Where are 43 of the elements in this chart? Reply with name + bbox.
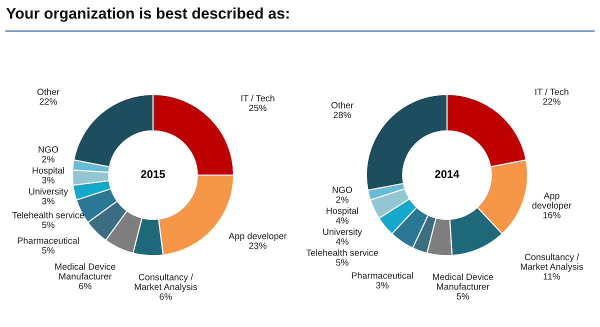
data-label: 28% bbox=[334, 112, 351, 118]
data-label: 3% bbox=[42, 198, 54, 204]
slice-label: Telehealth service bbox=[12, 212, 84, 218]
data-label: 3% bbox=[42, 176, 54, 184]
data-label: 5% bbox=[42, 247, 54, 254]
data-label: 16% bbox=[543, 212, 560, 218]
slice-label: App developer bbox=[228, 232, 287, 242]
data-label: 6% bbox=[79, 282, 92, 290]
data-label: 3% bbox=[376, 282, 389, 288]
slice-label: Consultancy / Market Analysis bbox=[520, 254, 584, 272]
slice-label: IT / Tech bbox=[535, 88, 568, 96]
slice-label: Pharmaceutical bbox=[352, 272, 413, 279]
data-label: 5% bbox=[336, 259, 348, 266]
slice-label: NGO bbox=[332, 186, 352, 194]
text: 2015 bbox=[141, 170, 166, 178]
text: 2014 bbox=[435, 170, 460, 178]
slice-label: Hospital bbox=[32, 167, 64, 176]
data-label: 25% bbox=[249, 104, 266, 112]
slice-label: Telehealth service bbox=[306, 249, 378, 256]
data-label: 5% bbox=[42, 222, 54, 228]
slice-label: NGO bbox=[38, 146, 58, 153]
data-label: 4% bbox=[336, 217, 348, 224]
chart-title: Your organization is best described as: bbox=[6, 8, 289, 22]
data-label: 5% bbox=[456, 293, 470, 300]
slice-label: Other bbox=[37, 88, 60, 96]
data-label: 11% bbox=[544, 273, 560, 280]
data-label: 4% bbox=[336, 238, 348, 245]
slice-label: Hospital bbox=[326, 207, 358, 216]
slice-label: IT / Tech bbox=[241, 94, 274, 102]
slice-label: Other bbox=[331, 102, 354, 108]
slice-label: Pharmaceutical bbox=[18, 237, 79, 244]
data-label: 22% bbox=[543, 98, 560, 105]
slice-label: University bbox=[29, 188, 68, 196]
data-label: 6% bbox=[160, 293, 172, 300]
data-label: 2% bbox=[336, 196, 348, 203]
slice-label: App developer bbox=[532, 192, 572, 210]
data-label: 23% bbox=[249, 242, 266, 249]
data-label: 22% bbox=[40, 98, 57, 105]
slice-label: Medical Device Manufacturer bbox=[55, 263, 116, 280]
slice-label: Medical Device Manufacturer bbox=[433, 273, 494, 290]
data-label: 2% bbox=[42, 156, 54, 162]
slice-label: University bbox=[323, 228, 362, 237]
slice-label: Consultancy / Market Analysis bbox=[134, 274, 198, 292]
